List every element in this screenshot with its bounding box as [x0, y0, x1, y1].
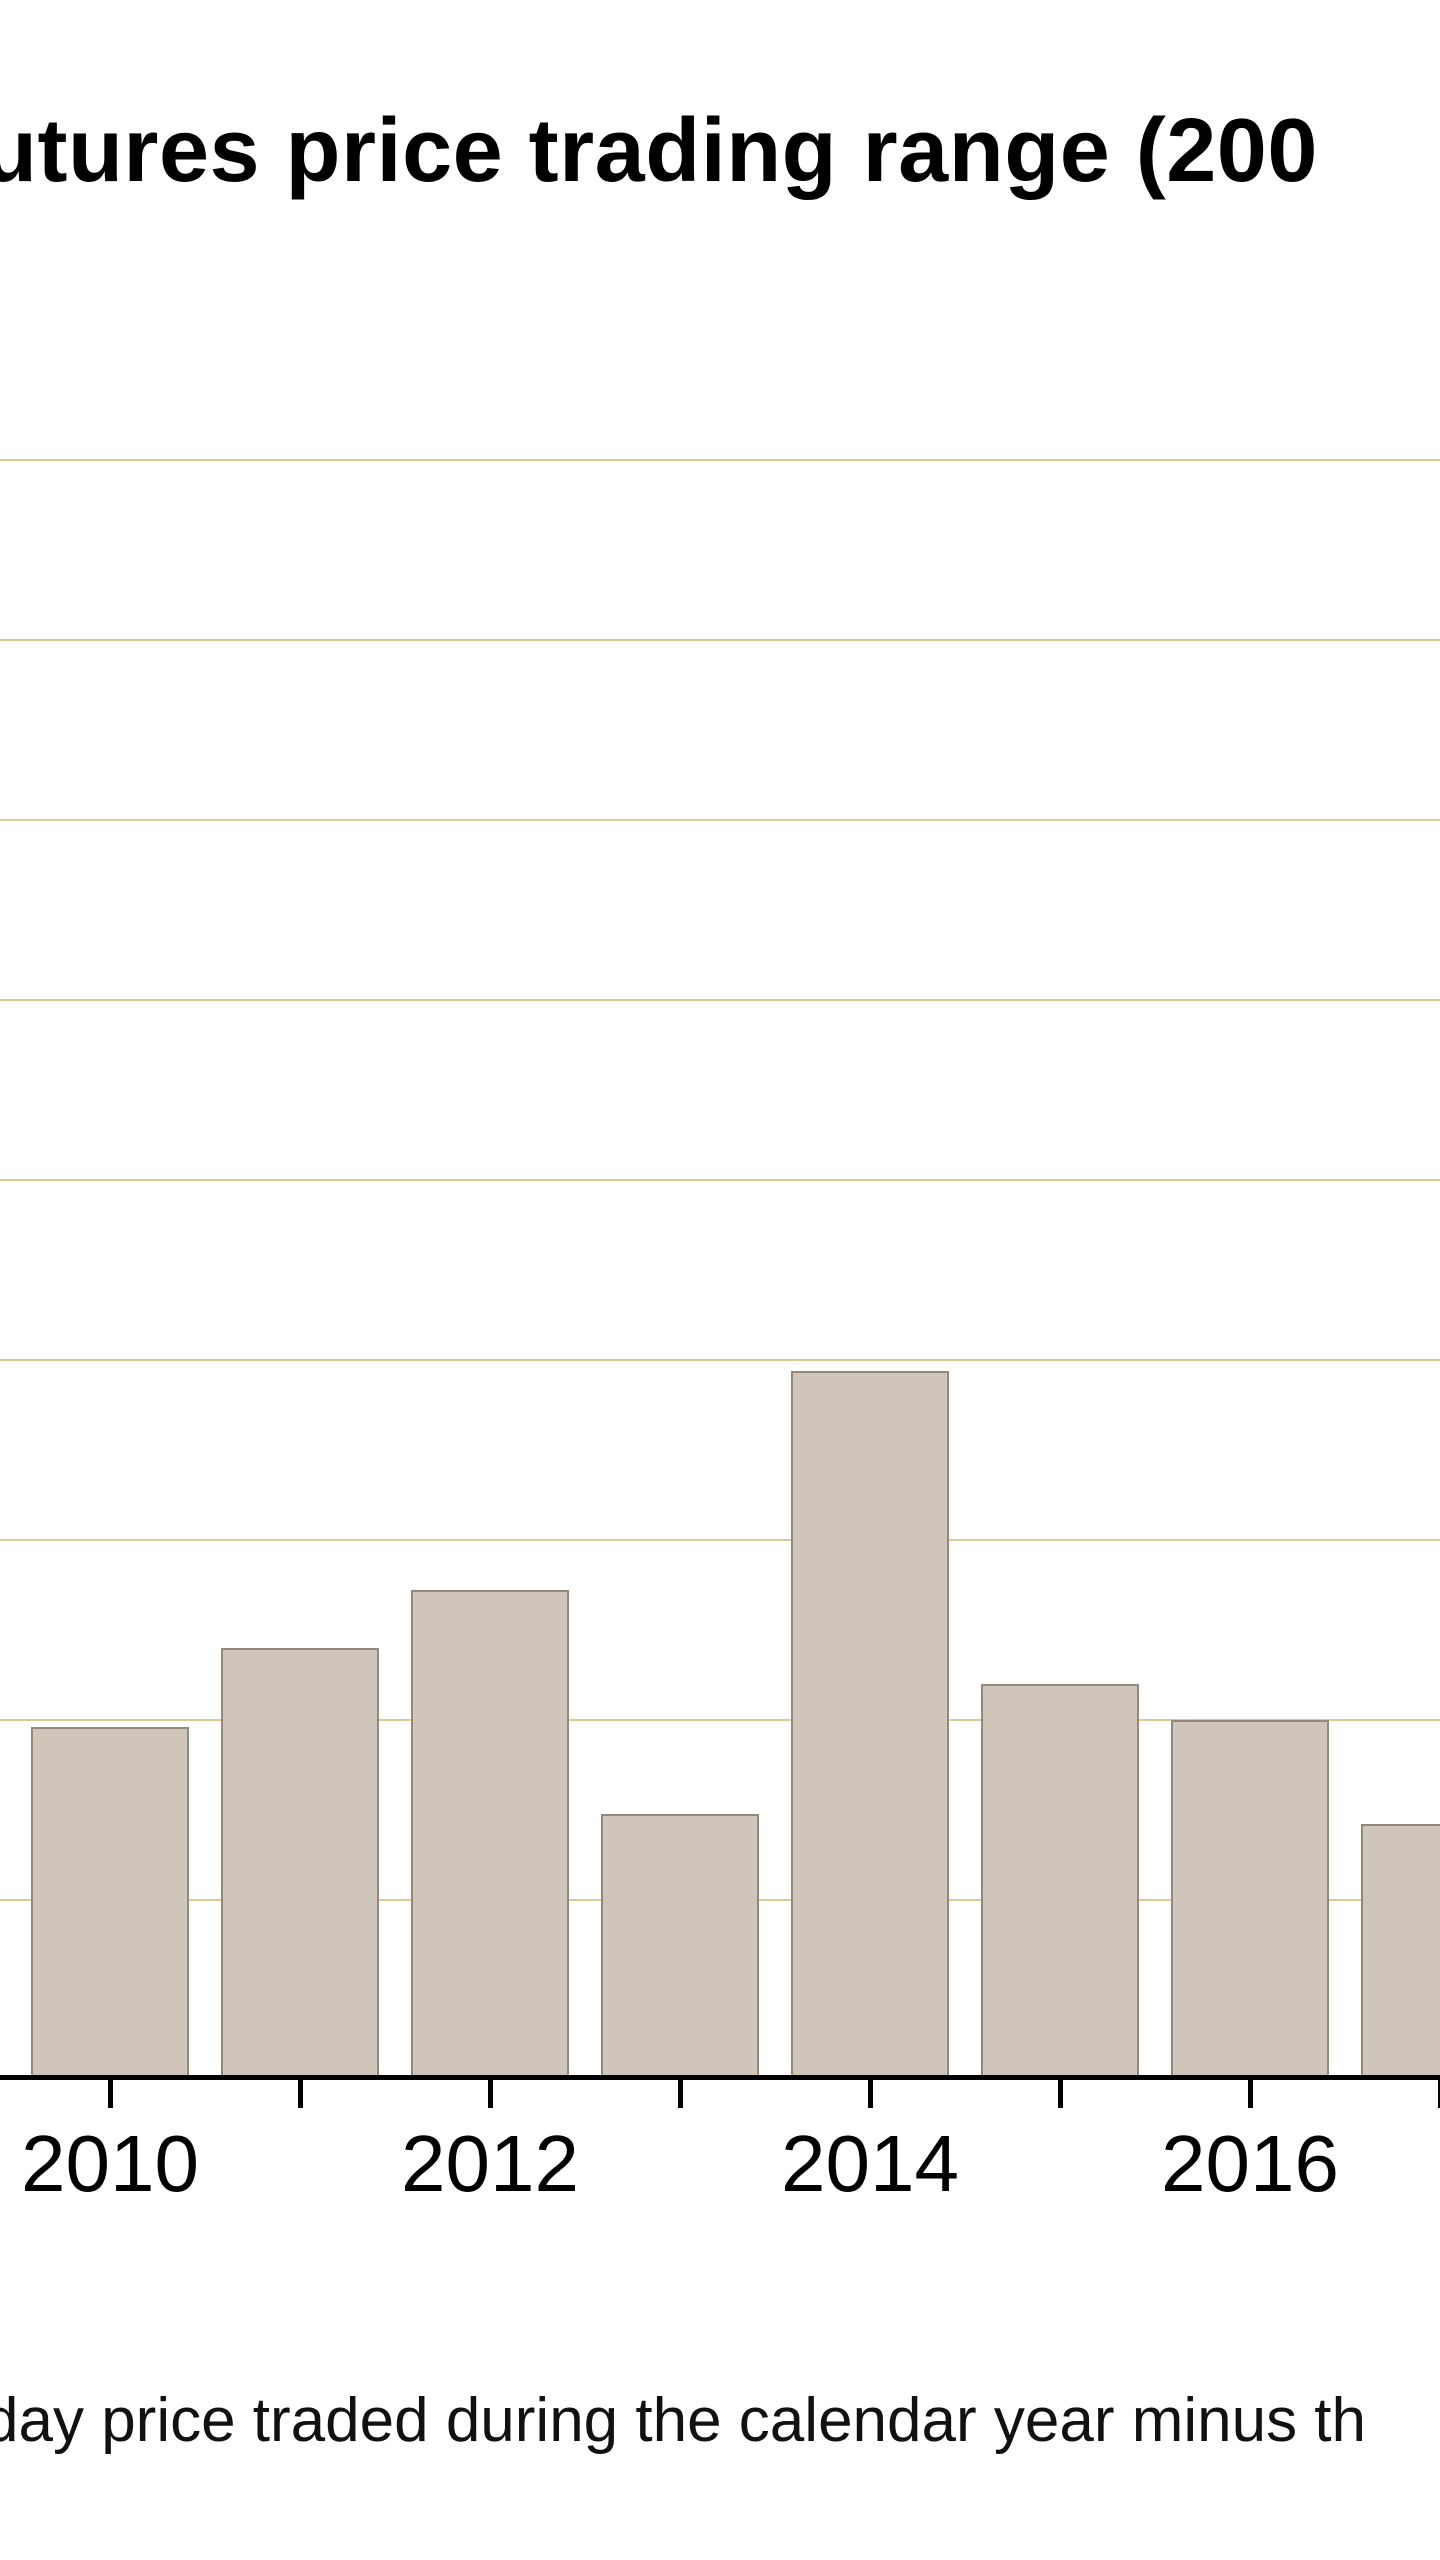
bar [1171, 1720, 1329, 2080]
x-axis-label: 2016 [1161, 2118, 1339, 2210]
bar [1361, 1824, 1440, 2080]
gridline [0, 1539, 1440, 1541]
x-axis-tick [868, 2080, 873, 2108]
x-axis-tick [1058, 2080, 1063, 2108]
gridline [0, 999, 1440, 1001]
chart-plot-area: 2010201220142016 [0, 460, 1440, 2080]
gridline [0, 1359, 1440, 1361]
x-axis-label: 2014 [781, 2118, 959, 2210]
chart-viewport: utures price trading range (200 20102012… [0, 0, 1440, 2560]
gridline [0, 1179, 1440, 1181]
bar [411, 1590, 569, 2080]
x-axis-tick [108, 2080, 113, 2108]
bar [601, 1814, 759, 2080]
x-axis-tick [488, 2080, 493, 2108]
gridline [0, 819, 1440, 821]
x-axis-tick [1248, 2080, 1253, 2108]
bar [221, 1648, 379, 2080]
x-axis-tick [678, 2080, 683, 2108]
x-axis-line [0, 2075, 1440, 2080]
gridline [0, 639, 1440, 641]
bar [31, 1727, 189, 2080]
x-axis-tick [298, 2080, 303, 2108]
x-axis-label: 2012 [401, 2118, 579, 2210]
chart-title: utures price trading range (200 [0, 100, 1422, 203]
gridline [0, 459, 1440, 461]
bar [791, 1371, 949, 2080]
chart-caption: day price traded during the calendar yea… [0, 2385, 1424, 2456]
bar [981, 1684, 1139, 2080]
x-axis-label: 2010 [21, 2118, 199, 2210]
